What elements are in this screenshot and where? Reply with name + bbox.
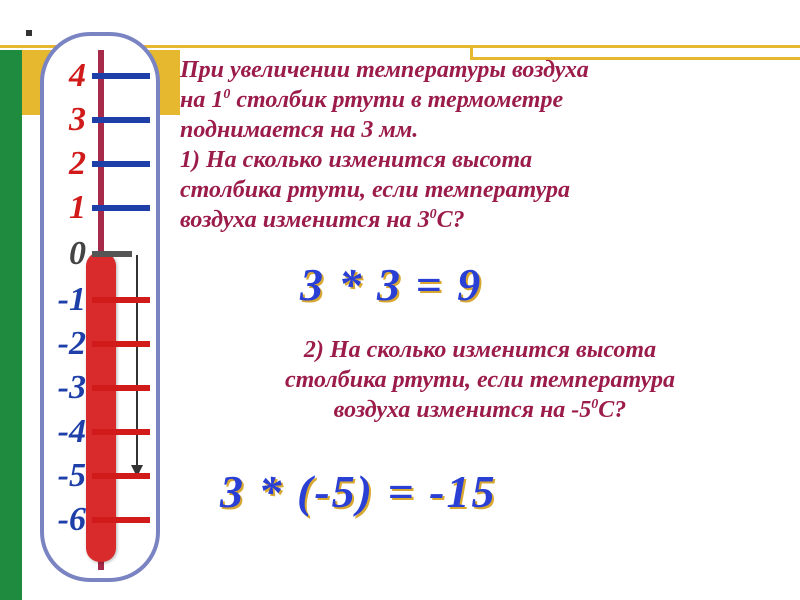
scale-tick-mark — [92, 297, 150, 303]
scale-tick: 4 — [48, 54, 158, 98]
intro-line2b: столбик ртути в термометре — [230, 87, 563, 113]
scale-tick-mark — [92, 117, 150, 123]
scale-tick-label: 4 — [48, 57, 90, 95]
equation-2: 3 * (-5) = -15 — [220, 465, 497, 518]
scale-tick: -3 — [48, 366, 158, 410]
scale-tick: -1 — [48, 278, 158, 322]
scale-tick-label: 3 — [48, 101, 90, 139]
scale-tick-mark — [92, 385, 150, 391]
scale-tick: 2 — [48, 142, 158, 186]
intro-line1: При увеличении температуры воздуха — [180, 57, 589, 83]
scale-tick: 0 — [48, 232, 158, 276]
scale-tick: -2 — [48, 322, 158, 366]
scale-tick-label: -3 — [48, 369, 90, 407]
problem-statement: При увеличении температуры воздуха на 1 0… — [180, 55, 800, 235]
scale-tick-mark — [92, 73, 150, 79]
q2-line2: столбика ртути, если температура — [285, 367, 675, 393]
intro-line2a: на 1 — [180, 87, 223, 113]
scale-tick-label: -1 — [48, 281, 90, 319]
scale-tick: 1 — [48, 186, 158, 230]
q2-line3b: С? — [598, 397, 626, 423]
equation-1: 3 * 3 = 9 — [300, 258, 482, 311]
scale-tick: 3 — [48, 98, 158, 142]
scale-tick: -6 — [48, 498, 158, 542]
q2-line3a: воздуха изменится на -5 — [334, 397, 592, 423]
q1-line3a: воздуха изменится на 3 — [180, 207, 430, 233]
scale-tick-mark — [92, 205, 150, 211]
scale-tick-label: -2 — [48, 325, 90, 363]
decor-dot — [26, 30, 32, 36]
scale-tick-label: 1 — [48, 189, 90, 227]
scale-tick-mark — [92, 517, 150, 523]
scale-tick-mark — [92, 161, 150, 167]
q1-line3b: С? — [437, 207, 465, 233]
scale-tick-label: -6 — [48, 501, 90, 539]
intro-line3: поднимается на 3 мм. — [180, 117, 418, 143]
scale-tick-mark — [92, 473, 150, 479]
scale-tick: -5 — [48, 454, 158, 498]
q1-sup: 0 — [430, 207, 437, 222]
q2-line1: 2) На сколько изменится высота — [304, 337, 656, 363]
scale-tick-mark — [92, 341, 150, 347]
q1-line1: 1) На сколько изменится высота — [180, 147, 532, 173]
scale-tick: -4 — [48, 410, 158, 454]
scale-tick-label: 2 — [48, 145, 90, 183]
question-2: 2) На сколько изменится высота столбика … — [180, 335, 780, 425]
scale-tick-mark — [92, 429, 150, 435]
scale-tick-mark — [92, 251, 132, 257]
scale-tick-label: -5 — [48, 457, 90, 495]
decor-green-bar — [0, 50, 22, 600]
scale-tick-label: -4 — [48, 413, 90, 451]
q1-line2: столбика ртути, если температура — [180, 177, 570, 203]
scale-tick-label: 0 — [48, 235, 90, 273]
